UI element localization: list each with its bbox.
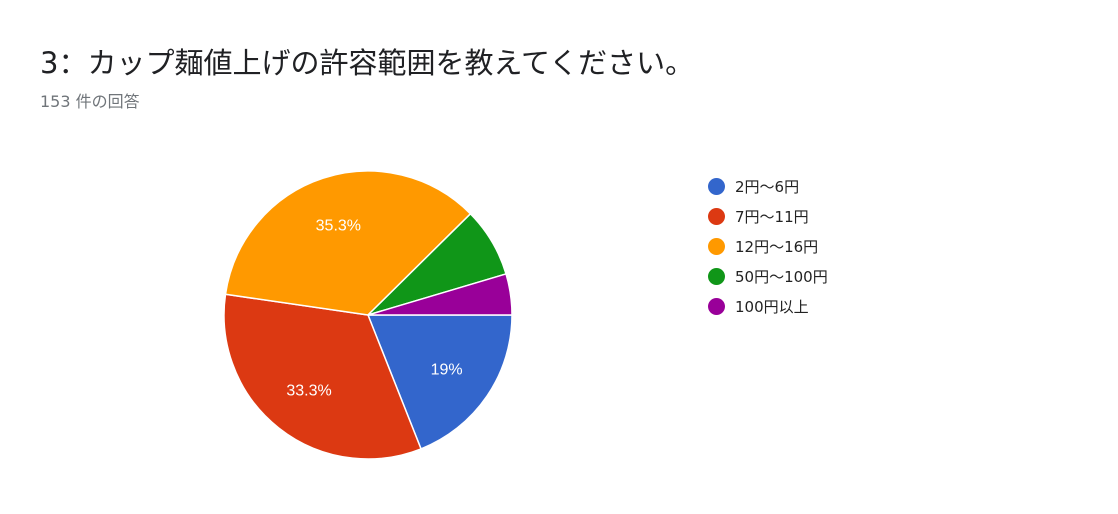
legend-swatch bbox=[708, 297, 725, 315]
pie-slice-label: 19% bbox=[431, 361, 463, 378]
legend-label: 50円〜100円 bbox=[735, 267, 828, 286]
pie-slice bbox=[224, 170, 472, 316]
legend-swatch bbox=[708, 237, 725, 255]
legend-label: 2円〜6円 bbox=[735, 177, 800, 196]
legend-swatch bbox=[708, 177, 725, 195]
pie-slice bbox=[223, 293, 422, 460]
pie-slice-label: 33.3% bbox=[286, 383, 331, 400]
response-count: 153 件の回答 bbox=[40, 92, 140, 111]
legend-item: 50円〜100円 bbox=[708, 261, 828, 291]
legend-item: 7円〜11円 bbox=[708, 201, 828, 231]
legend-item: 12円〜16円 bbox=[708, 231, 828, 261]
legend-item: 100円以上 bbox=[708, 291, 828, 321]
legend-label: 100円以上 bbox=[735, 297, 809, 316]
legend-item: 2円〜6円 bbox=[708, 171, 828, 201]
pie-slice-label: 35.3% bbox=[316, 218, 361, 235]
legend-swatch bbox=[708, 207, 725, 225]
pie-slice bbox=[366, 314, 513, 450]
chart-legend: 2円〜6円 7円〜11円 12円〜16円 50円〜100円 100円以上 bbox=[708, 171, 828, 321]
legend-swatch bbox=[708, 267, 725, 285]
legend-label: 12円〜16円 bbox=[735, 237, 819, 256]
page-title: 3：カップ麺値上げの許容範囲を教えてください。 bbox=[40, 46, 695, 80]
pie-slice bbox=[367, 273, 513, 316]
legend-label: 7円〜11円 bbox=[735, 207, 809, 226]
